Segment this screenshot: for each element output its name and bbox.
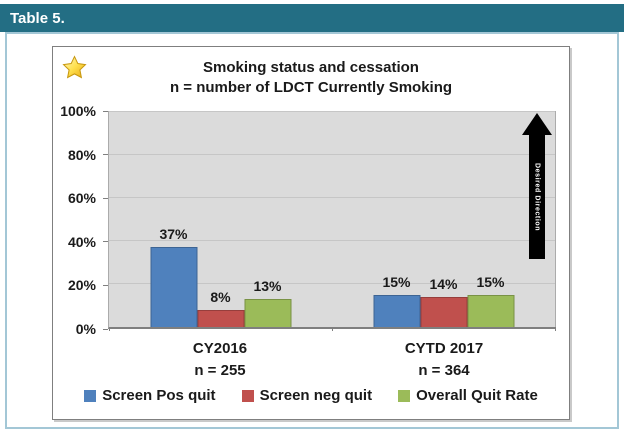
y-tick-label: 80% [67, 146, 96, 163]
legend: Screen Pos quit Screen neg quit Overall Qu… [53, 387, 569, 404]
bar-overall-quit-rate [467, 294, 514, 327]
up-arrow-head-icon [522, 113, 552, 135]
x-tick-mark [332, 327, 333, 331]
bar-value-label: 8% [210, 288, 231, 305]
bar-screen-neg-quit [197, 309, 244, 327]
bar-column: 8% [197, 112, 244, 327]
bar-screen-pos-quit [373, 294, 420, 327]
chart-title-line2: n = number of LDCT Currently Smoking [169, 79, 453, 97]
bar-column: 13% [244, 112, 291, 327]
chart-container: Smoking status and cessation n = number … [52, 46, 570, 420]
plot-area: 37% 8% 13% 15% 14% 15% Desired Direction [108, 111, 556, 331]
gridline [109, 111, 555, 112]
chart-title-line1: Smoking status and cessation [203, 59, 419, 76]
category-label: CY2016 n = 255 [193, 338, 247, 382]
legend-swatch-icon [241, 389, 254, 402]
bar-column: 15% [467, 112, 514, 327]
y-tick-label: 60% [67, 190, 96, 207]
bar-cluster: 15% 14% 15% [373, 112, 514, 327]
legend-item: Screen Pos quit [84, 387, 216, 404]
legend-item: Overall Quit Rate [398, 387, 538, 404]
bar-value-label: 13% [253, 278, 282, 295]
x-tick-mark [555, 327, 556, 331]
y-tick-mark [103, 284, 108, 286]
star-icon [62, 55, 87, 80]
bar-screen-pos-quit [150, 247, 197, 327]
category-name: CYTD 2017 [404, 340, 484, 357]
y-tick-mark [103, 110, 108, 112]
content-panel: Smoking status and cessation n = number … [5, 32, 619, 429]
y-tick-label: 0% [75, 321, 96, 337]
gridline [109, 154, 555, 155]
legend-label: Screen neg quit [259, 387, 373, 404]
y-tick-mark [103, 328, 108, 330]
desired-direction-label: Desired Direction [533, 162, 541, 232]
gridline [109, 197, 555, 198]
bar-overall-quit-rate [244, 299, 291, 327]
legend-label: Overall Quit Rate [416, 387, 538, 404]
bar-column: 15% [373, 112, 420, 327]
y-tick-label: 20% [67, 277, 96, 294]
y-tick-label: 40% [67, 233, 96, 250]
desired-direction-arrow: Desired Direction [522, 113, 552, 259]
table-header-bar: Table 5. [0, 4, 624, 32]
legend-swatch-icon [84, 389, 97, 402]
x-axis-labels: CY2016 n = 255 CYTD 2017 n = 364 [108, 338, 556, 384]
y-tick-mark [103, 241, 108, 243]
y-tick-mark [103, 154, 108, 156]
bar-screen-neg-quit [420, 296, 467, 327]
bar-cluster: 37% 8% 13% [150, 112, 291, 327]
bar-value-label: 15% [382, 273, 411, 290]
bar-value-label: 15% [476, 273, 505, 290]
legend-label: Screen Pos quit [102, 387, 216, 404]
legend-swatch-icon [398, 389, 411, 402]
category-label: CYTD 2017 n = 364 [405, 338, 483, 382]
table-title: Table 5. [10, 9, 65, 27]
y-tick-label: 100% [60, 103, 96, 119]
bar-value-label: 37% [159, 226, 188, 243]
gridline [109, 240, 555, 241]
legend-item: Screen neg quit [241, 387, 373, 404]
category-name: CY2016 [192, 340, 248, 357]
gridline [109, 283, 555, 284]
up-arrow-shaft: Desired Direction [529, 135, 545, 259]
category-n: n = 255 [194, 361, 246, 379]
bar-column: 14% [420, 112, 467, 327]
x-tick-mark [109, 327, 110, 331]
category-n: n = 364 [418, 361, 470, 379]
y-tick-mark [103, 197, 108, 199]
chart-title: Smoking status and cessation n = number … [53, 58, 569, 99]
bar-column: 37% [150, 112, 197, 327]
bar-value-label: 14% [429, 275, 458, 292]
y-axis: 0% 20% 40% 60% 80% 100% [53, 103, 108, 337]
